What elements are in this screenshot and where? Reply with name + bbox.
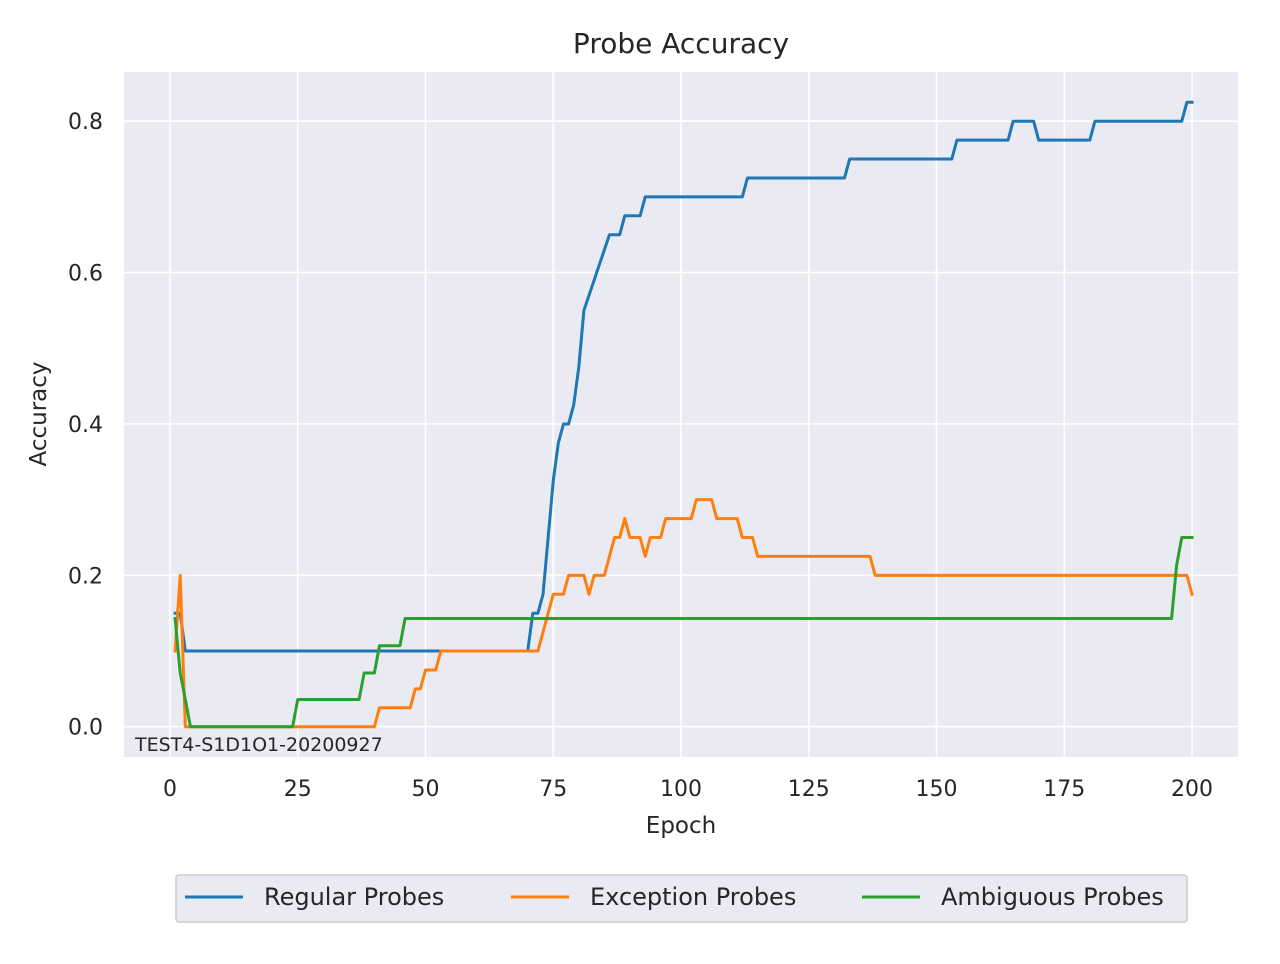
y-tick-label-4: 0.8 — [68, 110, 103, 135]
x-tick-label-75: 75 — [539, 777, 567, 802]
x-axis-label: Epoch — [646, 813, 716, 839]
chart-title: Probe Accuracy — [573, 27, 789, 60]
series-line-exception-probes — [173, 498, 1194, 729]
y-tick-label-1: 0.2 — [68, 564, 103, 589]
x-tick-label-50: 50 — [411, 777, 439, 802]
y-axis-label: Accuracy — [26, 361, 52, 466]
legend-label-regular-probes: Regular Probes — [264, 883, 444, 911]
y-tick-label-2: 0.4 — [68, 413, 103, 438]
x-tick-label-0: 0 — [163, 777, 177, 802]
legend-box — [175, 874, 1188, 923]
series-line-regular-probes — [173, 100, 1194, 653]
x-tick-label-25: 25 — [284, 777, 312, 802]
run-id-annotation: TEST4-S1D1O1-20200927 — [134, 734, 383, 756]
legend-entry-regular-probes: Regular Probes — [185, 883, 444, 911]
y-tick-label-0: 0.0 — [68, 716, 103, 741]
x-tick-label-200: 200 — [1171, 777, 1213, 802]
legend-label-exception-probes: Exception Probes — [590, 883, 796, 911]
legend-label-ambiguous-probes: Ambiguous Probes — [941, 883, 1164, 911]
x-tick-label-175: 175 — [1043, 777, 1085, 802]
legend-entry-exception-probes: Exception Probes — [511, 883, 796, 911]
y-axis-ticks: 0.0 0.2 0.4 0.6 0.8 — [68, 110, 103, 741]
x-axis-ticks: 0 25 50 75 100 125 150 175 200 — [163, 777, 1213, 802]
x-tick-label-150: 150 — [916, 777, 958, 802]
legend: Regular Probes Exception Probes Ambiguou… — [175, 874, 1188, 923]
series-line-ambiguous-probes — [173, 536, 1194, 729]
y-tick-label-3: 0.6 — [68, 262, 103, 287]
legend-entry-ambiguous-probes: Ambiguous Probes — [862, 883, 1164, 911]
x-tick-label-125: 125 — [788, 777, 830, 802]
series-lines — [173, 100, 1194, 729]
x-tick-label-100: 100 — [660, 777, 702, 802]
